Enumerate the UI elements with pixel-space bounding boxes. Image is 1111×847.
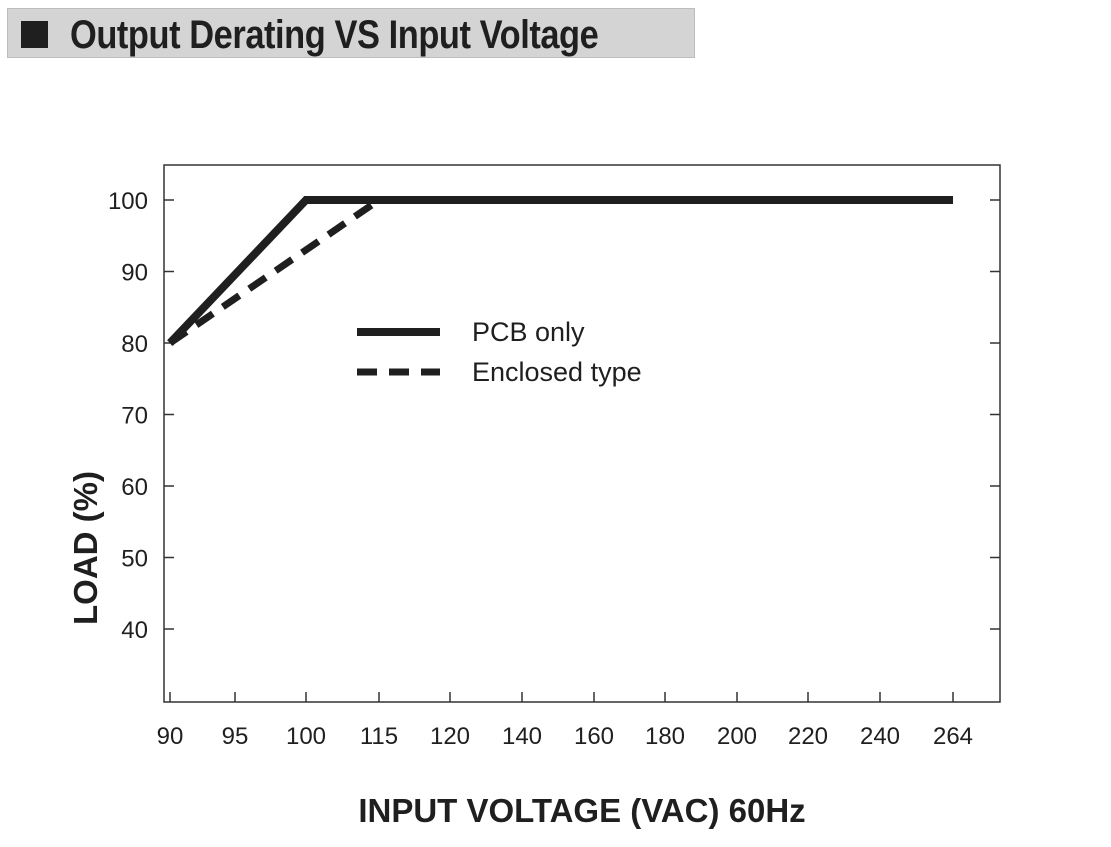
x-tick-label: 264: [933, 723, 973, 750]
y-tick-label: 40: [121, 617, 148, 644]
y-tick-label: 90: [121, 260, 148, 287]
x-tick-label: 240: [860, 723, 900, 750]
x-tick-label: 180: [645, 723, 685, 750]
y-axis-title: LOAD (%): [67, 471, 104, 625]
x-tick-label: 160: [574, 723, 614, 750]
y-tick-label: 80: [121, 331, 148, 358]
x-tick-label: 220: [788, 723, 828, 750]
x-tick-label: 90: [157, 723, 184, 750]
x-tick-label: 100: [286, 723, 326, 750]
x-tick-label: 140: [502, 723, 542, 750]
x-tick-label: 95: [222, 723, 249, 750]
x-tick-label: 115: [360, 723, 398, 750]
chart-title: Output Derating VS Input Voltage: [70, 13, 599, 57]
y-tick-label: 70: [121, 403, 148, 430]
x-axis-title: INPUT VOLTAGE (VAC) 60Hz: [358, 792, 805, 829]
x-tick-label: 200: [717, 723, 757, 750]
y-tick-label: 50: [121, 546, 148, 573]
y-tick-label: 60: [121, 474, 148, 501]
plot-frame: [163, 164, 1001, 703]
title-square-icon: [21, 21, 48, 48]
legend-label-pcb-only: PCB only: [472, 317, 585, 347]
legend-label-enclosed-type: Enclosed type: [472, 357, 642, 387]
title-box: Output Derating VS Input Voltage: [7, 8, 695, 58]
x-tick-label: 120: [430, 723, 470, 750]
y-tick-label: 100: [108, 188, 148, 215]
